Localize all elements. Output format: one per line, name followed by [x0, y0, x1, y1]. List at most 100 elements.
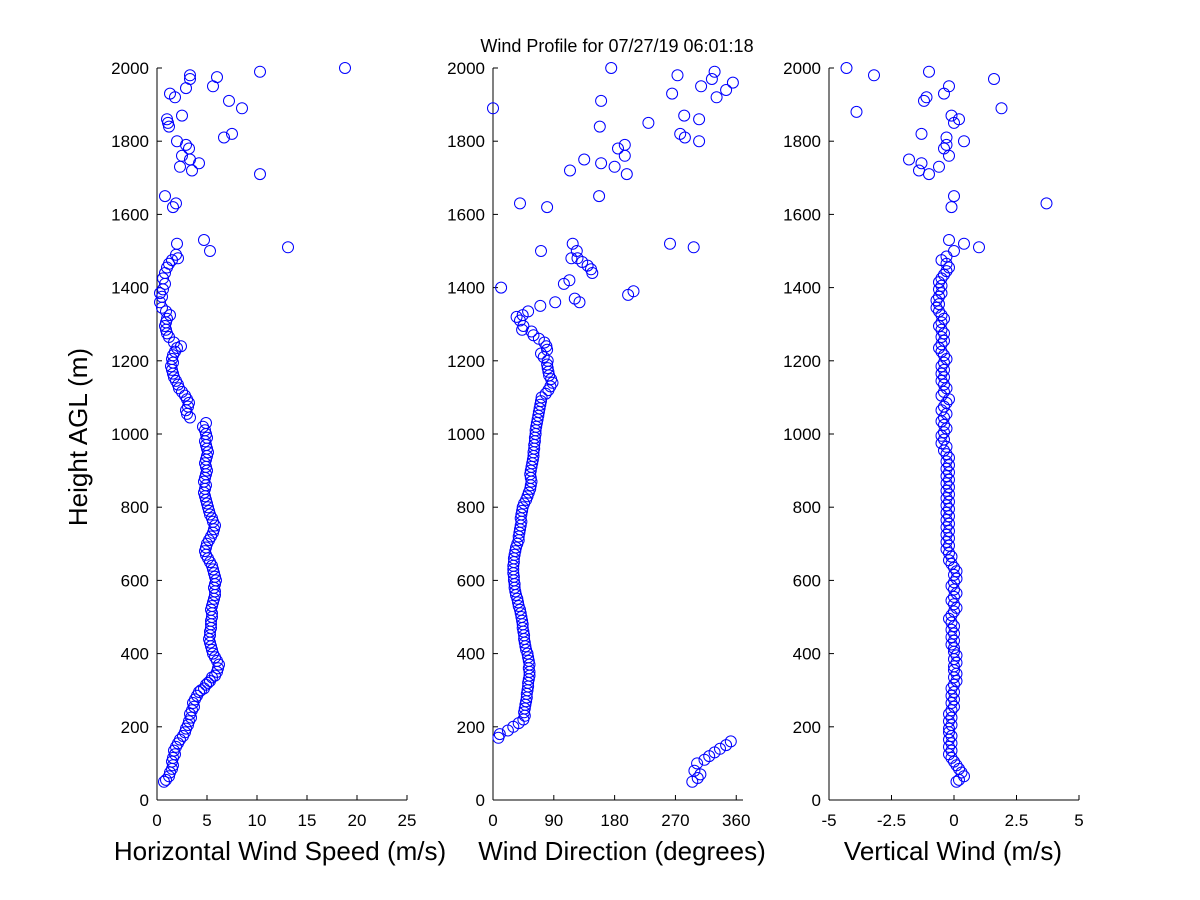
- data-point: [938, 426, 950, 439]
- data-point: [605, 62, 618, 74]
- y-tick-label: 1600: [111, 205, 149, 224]
- data-point: [933, 160, 945, 173]
- x-tick-label: 5: [202, 811, 211, 830]
- data-point: [687, 241, 700, 254]
- data-point: [948, 700, 960, 713]
- data-point: [948, 598, 960, 611]
- data-point: [184, 69, 196, 82]
- data-point: [282, 241, 294, 254]
- data-point: [945, 616, 958, 629]
- y-tick-label: 1400: [783, 279, 821, 298]
- data-point: [933, 305, 945, 318]
- data-point: [995, 102, 1008, 115]
- data-point: [254, 65, 266, 78]
- data-point: [578, 153, 591, 166]
- y-tick-label: 1800: [111, 132, 149, 151]
- data-point: [945, 751, 958, 764]
- data-point: [948, 190, 960, 203]
- data-point: [568, 292, 581, 305]
- data-point: [940, 265, 953, 278]
- data-point: [693, 113, 706, 126]
- data-point: [678, 131, 691, 144]
- y-tick-label: 1800: [447, 132, 485, 151]
- data-point: [620, 168, 633, 181]
- data-point: [915, 157, 928, 170]
- y-tick-label: 1400: [447, 279, 485, 298]
- data-point: [339, 62, 351, 74]
- data-point: [938, 418, 950, 431]
- data-point: [940, 477, 953, 490]
- data-point: [537, 351, 550, 364]
- data-point: [495, 281, 508, 294]
- x-axis-label: Vertical Wind (m/s): [844, 836, 1062, 866]
- data-point: [945, 638, 958, 651]
- data-point: [714, 742, 726, 755]
- data-point: [705, 73, 718, 85]
- x-tick-label: 0: [152, 811, 161, 830]
- data-point: [563, 274, 576, 287]
- data-point: [176, 385, 188, 398]
- data-point: [223, 94, 235, 107]
- data-point: [940, 521, 953, 534]
- data-point: [940, 506, 953, 519]
- data-point: [171, 237, 183, 250]
- data-point: [608, 160, 621, 173]
- data-point: [570, 245, 583, 257]
- data-point: [541, 343, 554, 356]
- y-tick-label: 200: [457, 718, 485, 737]
- data-point: [933, 298, 945, 311]
- data-point: [175, 340, 187, 353]
- data-point: [161, 113, 173, 126]
- data-point: [943, 554, 955, 567]
- y-tick-label: 1000: [111, 425, 149, 444]
- y-tick-label: 600: [793, 571, 821, 590]
- data-point: [595, 94, 608, 107]
- data-point: [935, 437, 948, 450]
- data-point: [943, 495, 955, 508]
- data-point: [945, 689, 958, 702]
- data-point: [943, 481, 955, 494]
- data-point: [915, 127, 928, 140]
- x-tick-label: 5: [1074, 811, 1083, 830]
- data-point: [940, 462, 953, 475]
- y-tick-label: 1800: [783, 132, 821, 151]
- data-point: [487, 102, 499, 115]
- data-point: [940, 131, 953, 144]
- data-point: [933, 283, 945, 296]
- data-point: [948, 627, 960, 640]
- data-point: [943, 547, 955, 559]
- data-point: [948, 642, 960, 655]
- data-point: [664, 237, 676, 250]
- data-point: [973, 241, 985, 254]
- y-tick-label: 400: [457, 645, 485, 664]
- data-point: [164, 87, 176, 100]
- data-point: [948, 634, 960, 647]
- data-point: [211, 71, 223, 84]
- data-point: [514, 314, 526, 327]
- y-tick-label: 1000: [783, 425, 821, 444]
- data-point: [943, 525, 955, 537]
- x-tick-label: 90: [544, 811, 563, 830]
- data-point: [154, 287, 166, 300]
- y-tick-label: 400: [121, 645, 149, 664]
- data-point: [618, 149, 631, 162]
- data-point: [593, 120, 606, 133]
- y-tick-label: 800: [121, 498, 149, 517]
- data-point: [154, 296, 166, 309]
- y-tick-label: 1200: [783, 352, 821, 371]
- data-point: [948, 568, 960, 581]
- data-point: [571, 252, 584, 265]
- data-point: [493, 728, 506, 741]
- data-point: [943, 488, 955, 501]
- data-point: [988, 73, 1000, 85]
- data-point: [945, 697, 958, 709]
- data-point: [945, 201, 958, 214]
- data-point: [940, 536, 953, 548]
- data-point: [918, 94, 930, 107]
- data-point: [186, 164, 198, 177]
- data-point: [935, 323, 948, 336]
- data-point: [236, 102, 248, 115]
- x-tick-label: 20: [348, 811, 367, 830]
